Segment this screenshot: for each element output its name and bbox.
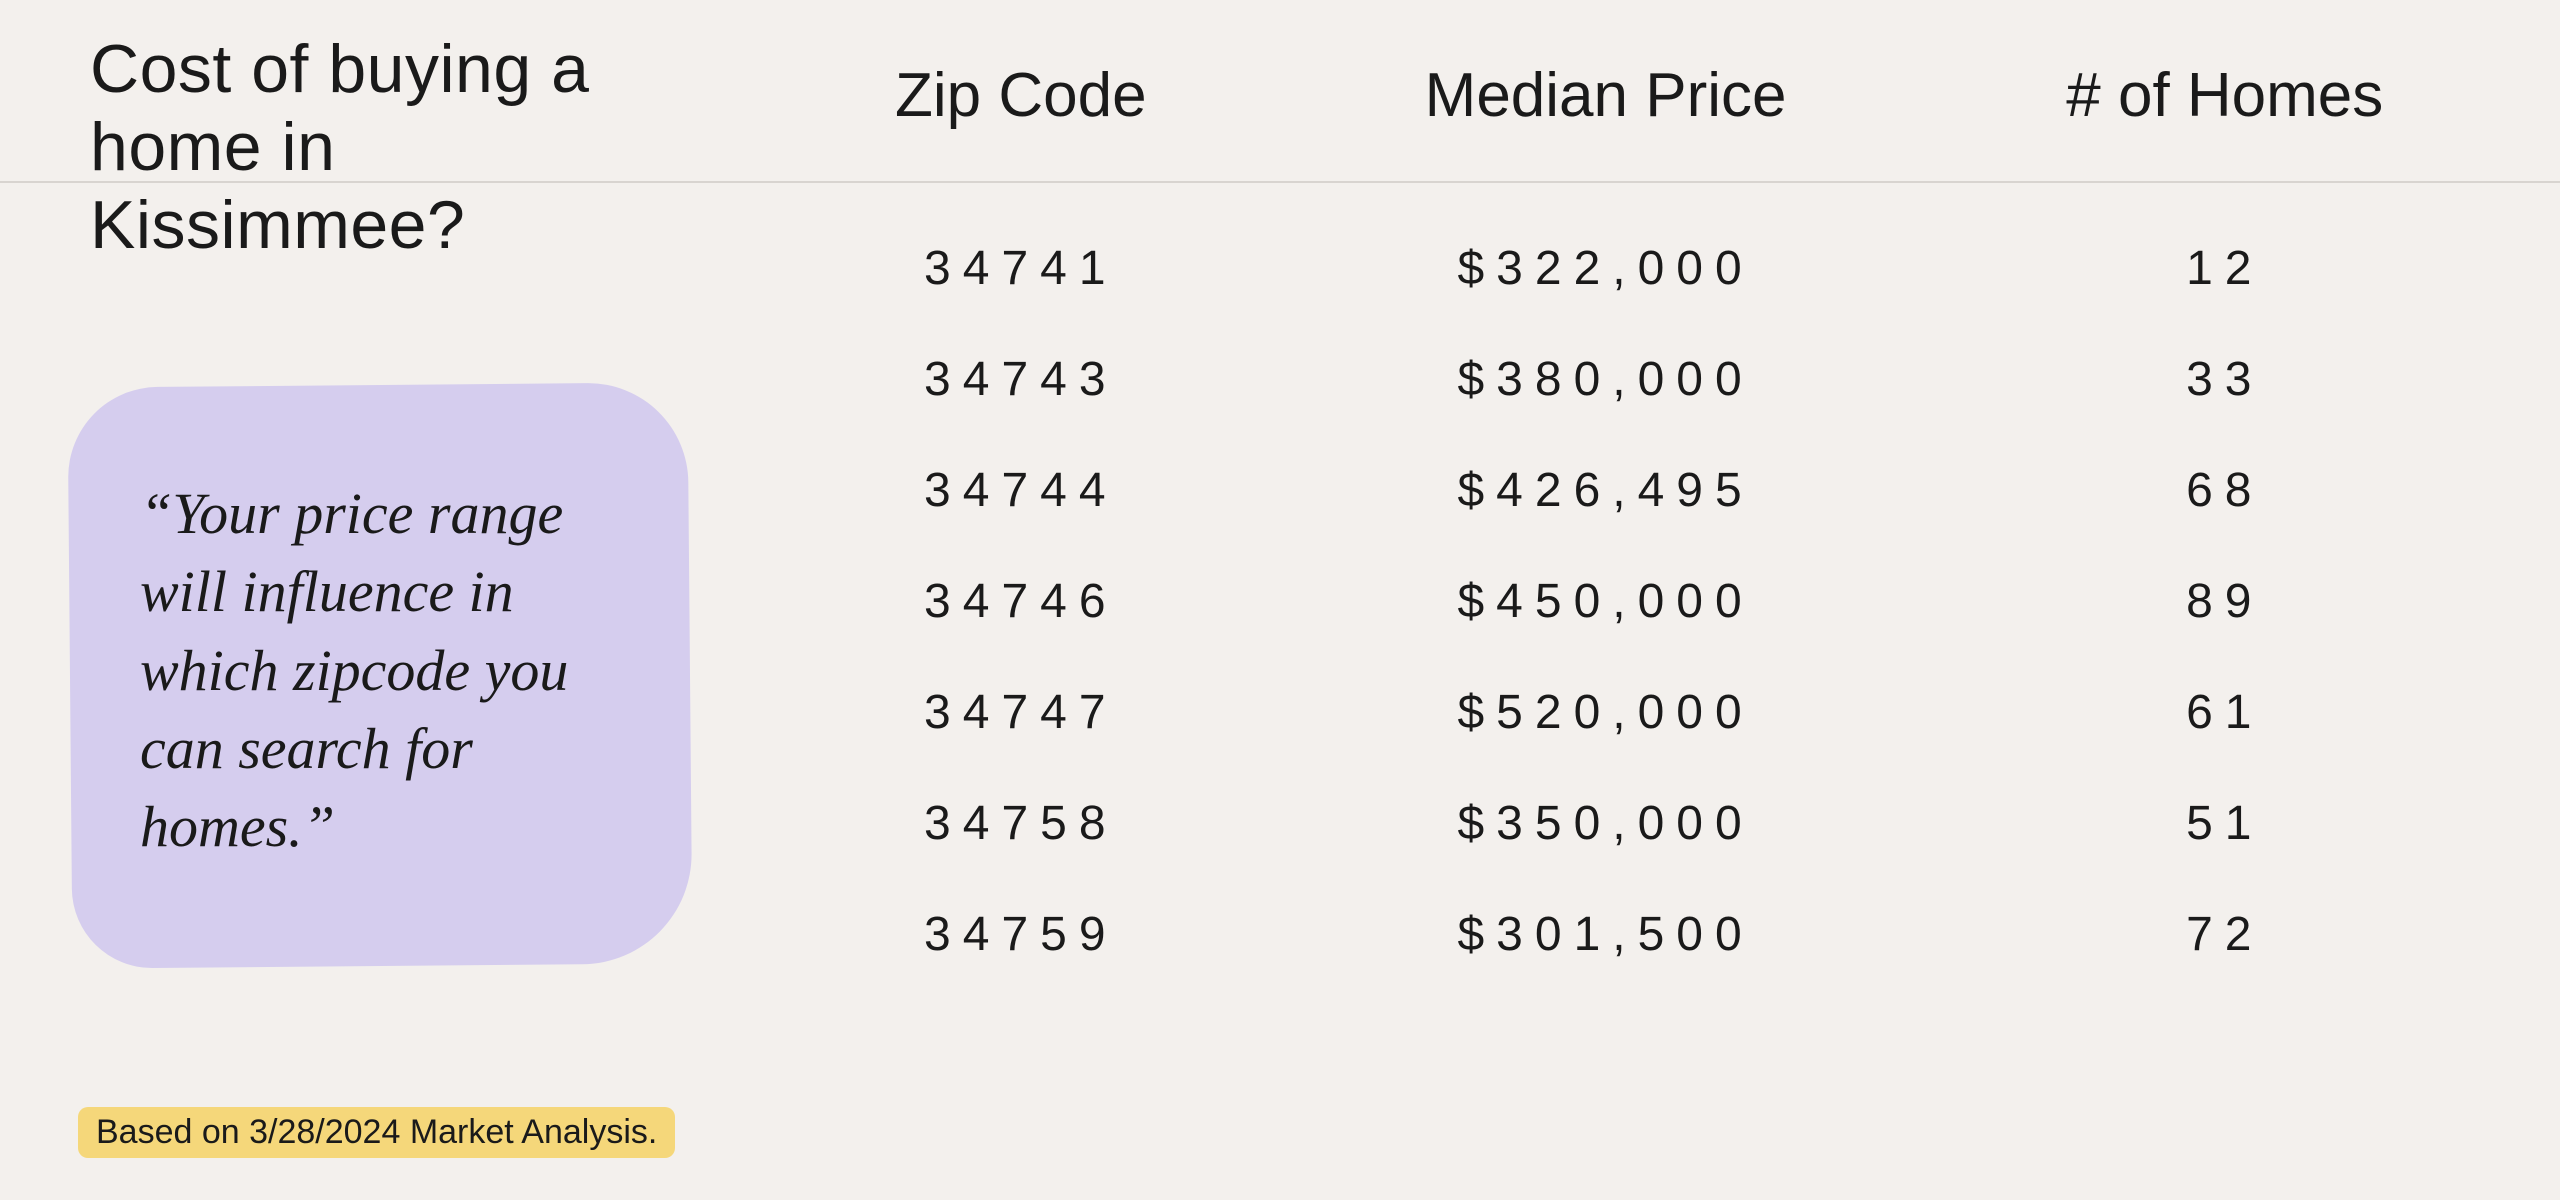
cell-homes: 72 xyxy=(1950,907,2500,962)
price-table: Zip Code Median Price # of Homes 34741 $… xyxy=(780,30,2500,990)
page-title: Cost of buying a home in Kissimmee? xyxy=(90,30,720,265)
cell-zip: 34747 xyxy=(780,685,1262,740)
footnote-wrap: Based on 3/28/2024 Market Analysis. xyxy=(78,1107,675,1158)
quote-text: “Your price range will influence in whic… xyxy=(140,475,620,866)
cell-zip: 34746 xyxy=(780,574,1262,629)
cell-zip: 34759 xyxy=(780,907,1262,962)
infographic-container: Cost of buying a home in Kissimmee? “You… xyxy=(0,0,2560,1200)
cell-price: $350,000 xyxy=(1262,796,1950,851)
left-panel: Cost of buying a home in Kissimmee? “You… xyxy=(0,0,760,1200)
table-header: Zip Code Median Price # of Homes xyxy=(780,30,2500,181)
table-row: 34746 $450,000 89 xyxy=(780,546,2500,657)
cell-price: $380,000 xyxy=(1262,352,1950,407)
cell-price: $301,500 xyxy=(1262,907,1950,962)
cell-price: $426,495 xyxy=(1262,463,1950,518)
cell-price: $322,000 xyxy=(1262,241,1950,296)
table-row: 34741 $322,000 12 xyxy=(780,213,2500,324)
table-row: 34758 $350,000 51 xyxy=(780,768,2500,879)
table-row: 34743 $380,000 33 xyxy=(780,324,2500,435)
table-row: 34744 $426,495 68 xyxy=(780,435,2500,546)
right-panel: Zip Code Median Price # of Homes 34741 $… xyxy=(760,0,2560,1200)
column-header-homes: # of Homes xyxy=(1950,60,2500,131)
quote-bubble: “Your price range will influence in whic… xyxy=(67,382,692,969)
table-body: 34741 $322,000 12 34743 $380,000 33 3474… xyxy=(780,213,2500,990)
column-header-price: Median Price xyxy=(1262,60,1950,131)
cell-price: $450,000 xyxy=(1262,574,1950,629)
footnote-label: Based on 3/28/2024 Market Analysis. xyxy=(78,1107,675,1158)
cell-price: $520,000 xyxy=(1262,685,1950,740)
table-row: 34759 $301,500 72 xyxy=(780,879,2500,990)
cell-homes: 33 xyxy=(1950,352,2500,407)
cell-homes: 12 xyxy=(1950,241,2500,296)
cell-homes: 89 xyxy=(1950,574,2500,629)
cell-zip: 34743 xyxy=(780,352,1262,407)
cell-zip: 34758 xyxy=(780,796,1262,851)
cell-homes: 68 xyxy=(1950,463,2500,518)
cell-zip: 34744 xyxy=(780,463,1262,518)
cell-zip: 34741 xyxy=(780,241,1262,296)
table-row: 34747 $520,000 61 xyxy=(780,657,2500,768)
column-header-zip: Zip Code xyxy=(780,60,1262,131)
cell-homes: 51 xyxy=(1950,796,2500,851)
cell-homes: 61 xyxy=(1950,685,2500,740)
